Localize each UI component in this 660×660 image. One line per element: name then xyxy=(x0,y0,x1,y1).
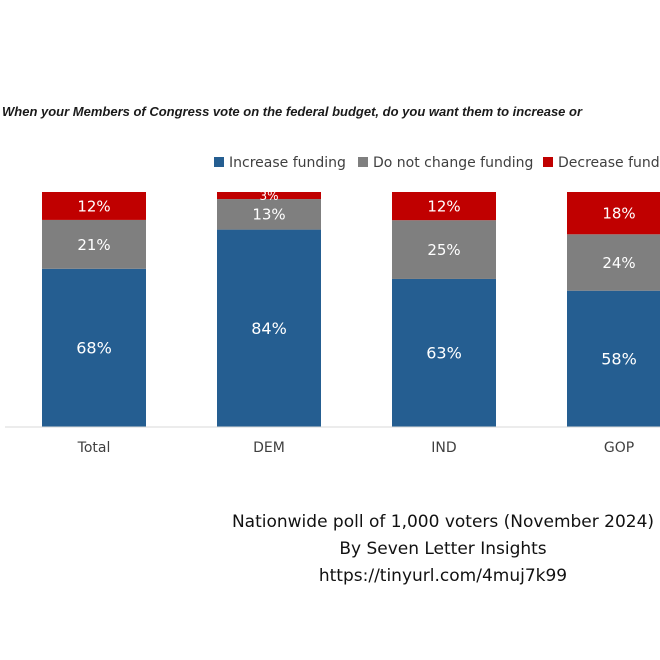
legend-swatch-do-not-change-funding xyxy=(358,157,368,167)
source-line-3: https://tinyurl.com/4muj7k99 xyxy=(318,566,568,586)
data-label-ind-do-not-change-funding: 25% xyxy=(427,241,460,259)
legend-swatch-decrease-funding xyxy=(543,157,553,167)
x-tick-dem: DEM xyxy=(253,440,285,456)
x-tick-total: Total xyxy=(77,440,111,456)
data-label-gop-increase-funding: 58% xyxy=(601,350,637,369)
data-label-dem-increase-funding: 84% xyxy=(251,319,287,338)
bar-ind-increase-funding xyxy=(392,278,496,427)
legend: Increase funding Do not change funding Dec… xyxy=(214,155,660,171)
bar-ind-decrease-funding xyxy=(392,192,496,221)
data-label-ind-decrease-funding: 12% xyxy=(427,198,460,216)
data-label-total-decrease-funding: 12% xyxy=(77,197,110,215)
bar-total-do-not-change-funding xyxy=(42,219,146,269)
data-label-dem-do-not-change-funding: 13% xyxy=(252,206,285,224)
chart-title: When your Members of Congress vote on th… xyxy=(2,104,583,119)
data-label-dem-decrease-funding: 3% xyxy=(259,189,278,203)
bar-gop-decrease-funding xyxy=(567,192,660,235)
bar-dem-do-not-change-funding xyxy=(217,199,321,230)
legend-swatch-increase-funding xyxy=(214,157,224,167)
bar-total-increase-funding xyxy=(42,268,146,427)
bar-ind-do-not-change-funding xyxy=(392,220,496,279)
x-tick-ind: IND xyxy=(431,440,456,456)
data-label-gop-decrease-funding: 18% xyxy=(602,205,635,223)
bar-dem-decrease-funding xyxy=(217,192,321,200)
x-tick-labels: Total DEM IND GOP xyxy=(77,440,635,456)
bar-total-decrease-funding xyxy=(42,192,146,220)
stacked-bar-chart: Increase funding Do not change funding Dec… xyxy=(5,155,660,456)
data-label-total-do-not-change-funding: 21% xyxy=(77,236,110,254)
data-label-gop-do-not-change-funding: 24% xyxy=(602,254,635,272)
bars: 68% 21% 12% 84% 13% 3% 63% 25% 12% 58% 24% 18% xyxy=(42,189,660,427)
data-label-ind-increase-funding: 63% xyxy=(426,344,462,363)
legend-label-decrease-funding: Decrease funding xyxy=(558,155,660,171)
bar-dem-increase-funding xyxy=(217,229,321,427)
legend-label-do-not-change-funding: Do not change funding xyxy=(373,155,533,171)
x-tick-gop: GOP xyxy=(604,440,634,456)
legend-label-increase-funding: Increase funding xyxy=(229,155,346,171)
source-line-1: Nationwide poll of 1,000 voters (Novembe… xyxy=(231,512,655,532)
bar-gop-do-not-change-funding xyxy=(567,234,660,291)
data-label-total-increase-funding: 68% xyxy=(76,339,112,358)
bar-gop-increase-funding xyxy=(567,290,660,427)
source-line-2: By Seven Letter Insights xyxy=(339,539,547,559)
